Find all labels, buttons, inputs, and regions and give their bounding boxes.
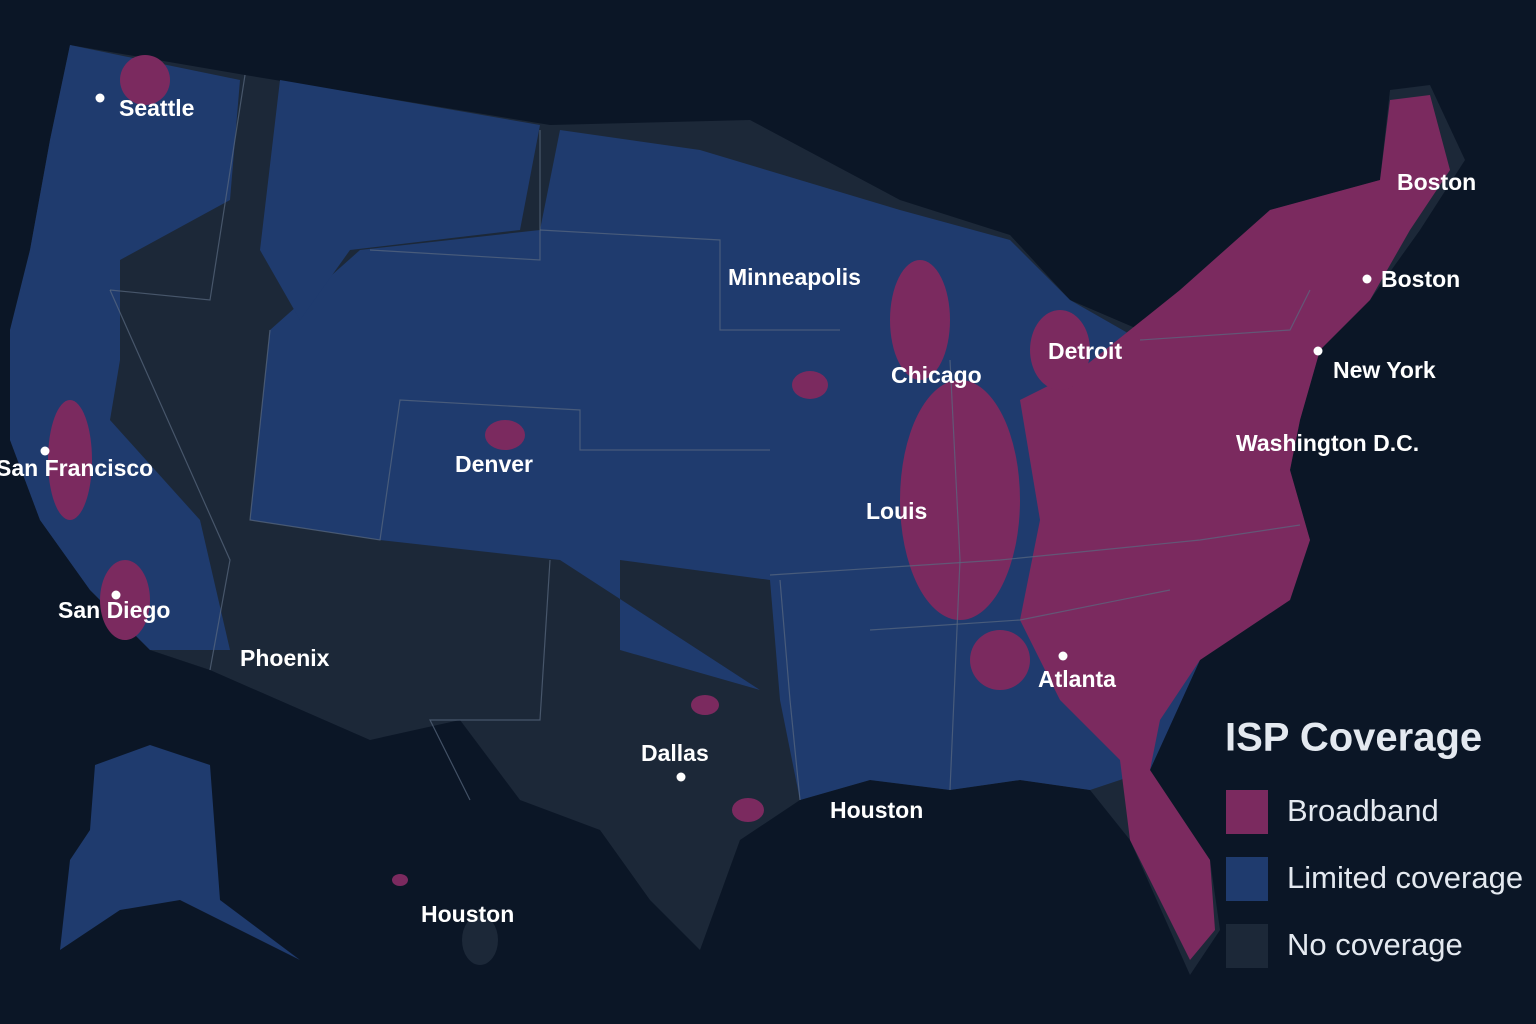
city-dot <box>1058 651 1068 661</box>
city-layer: Seattle San Francisco San Diego Phoenix Denv… <box>0 93 1476 927</box>
city-dot <box>95 93 105 103</box>
border <box>779 579 801 801</box>
city-label: Louis <box>866 498 927 524</box>
border <box>109 74 246 301</box>
broadband-blob <box>792 371 828 399</box>
city-dot <box>676 772 686 782</box>
state-borders <box>109 74 1311 801</box>
broadband-blob <box>970 630 1030 690</box>
border <box>539 229 840 331</box>
broadband-blob <box>120 55 170 105</box>
legend-swatch <box>1226 857 1268 901</box>
broadband-blob <box>100 560 150 640</box>
legend: ISP Coverage Broadband Limited coverage No… <box>1225 716 1523 968</box>
border <box>249 329 770 541</box>
city-label: San Francisco <box>0 455 153 481</box>
city-label: Seattle <box>119 95 194 121</box>
hawaii-island <box>392 874 408 886</box>
city-label: San Diego <box>58 597 170 623</box>
city-label: Washington D.C. <box>1236 430 1419 456</box>
city-label: Phoenix <box>240 645 330 671</box>
border <box>769 524 1301 576</box>
border <box>429 559 551 801</box>
broadband-blob <box>691 695 719 715</box>
broadband-blob <box>732 798 764 822</box>
legend-swatch <box>1226 924 1268 968</box>
city-label: Detroit <box>1048 338 1122 364</box>
hawaii <box>462 915 498 965</box>
city-label: Dallas <box>641 740 709 766</box>
city-label: Atlanta <box>1038 666 1116 692</box>
limited-north <box>260 80 540 320</box>
broadband-blob <box>485 420 525 450</box>
broadband-blob <box>48 400 92 520</box>
border <box>109 289 231 671</box>
city-label: Chicago <box>891 362 982 388</box>
legend-label: Broadband <box>1287 793 1439 828</box>
border <box>949 359 961 791</box>
coverage-layer <box>10 45 1465 975</box>
city-dot <box>40 446 50 456</box>
city-label: Boston <box>1381 266 1460 292</box>
city-label: Denver <box>455 451 533 477</box>
city-label: Boston <box>1397 169 1476 195</box>
broadband-blob <box>1030 310 1090 390</box>
broadband-east <box>1020 95 1450 960</box>
legend-title: ISP Coverage <box>1225 716 1482 760</box>
city-dot <box>111 590 121 600</box>
city-dot <box>1362 274 1372 284</box>
city-label: Houston <box>421 901 514 927</box>
border <box>869 589 1171 631</box>
city-label: Minneapolis <box>728 264 861 290</box>
city-label: Houston <box>830 797 923 823</box>
border <box>369 130 541 261</box>
broadband-blob <box>890 260 950 380</box>
border <box>1139 289 1311 341</box>
legend-label: No coverage <box>1287 927 1463 962</box>
alaska <box>60 745 300 960</box>
broadband-blob <box>900 380 1020 620</box>
city-dot <box>1313 346 1323 356</box>
city-label: New York <box>1333 357 1436 383</box>
legend-swatch <box>1226 790 1268 834</box>
legend-label: Limited coverage <box>1287 860 1523 895</box>
